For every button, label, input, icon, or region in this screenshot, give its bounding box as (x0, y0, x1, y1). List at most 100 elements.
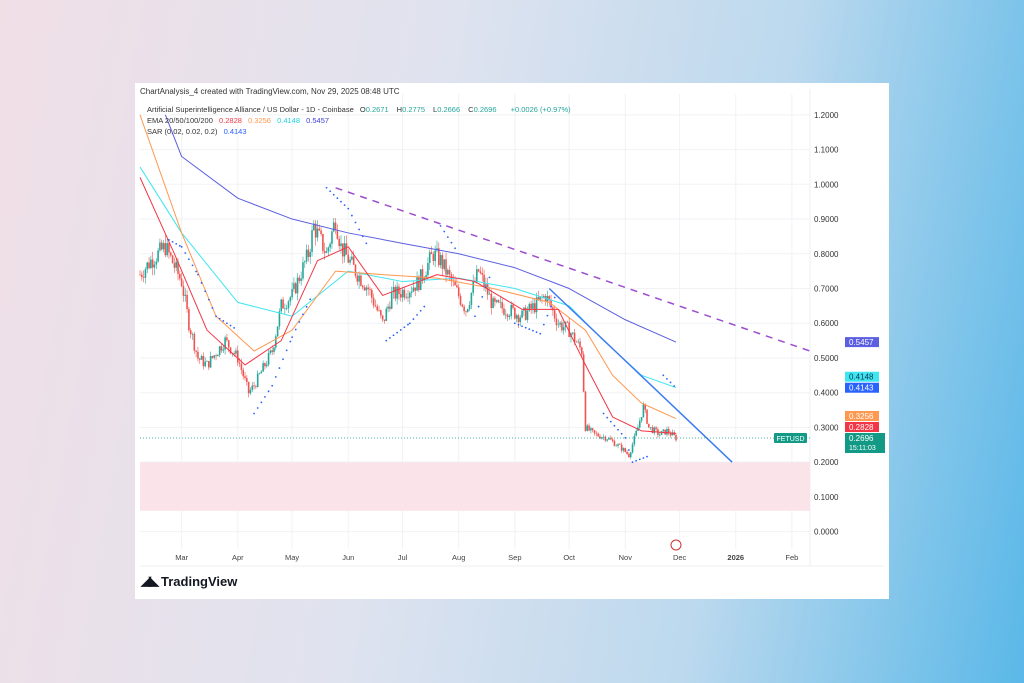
candle (146, 262, 149, 270)
chart-header: ChartAnalysis_4 created with TradingView… (140, 87, 400, 96)
candle (217, 354, 219, 357)
candle (177, 261, 179, 274)
sar-dot (669, 381, 672, 384)
y-tick-label: 0.1000 (814, 493, 839, 502)
candle (577, 341, 580, 343)
candle (653, 427, 656, 433)
ohlc-o: O0.2671 (359, 105, 389, 114)
x-tick-label: Aug (452, 553, 465, 562)
sar-dot (624, 436, 627, 439)
candle (242, 370, 245, 377)
sar-dot (358, 228, 361, 231)
candle (273, 347, 275, 353)
candle (651, 427, 654, 433)
candle (646, 409, 648, 424)
sar-dot (620, 432, 623, 435)
candle (342, 243, 344, 257)
x-tick-label: Jun (342, 553, 354, 562)
candle (334, 222, 337, 230)
candle (555, 318, 558, 326)
sar-dot (175, 242, 178, 245)
ticker-label: FETUSD (777, 436, 805, 443)
candle (389, 306, 391, 309)
candle (517, 315, 520, 323)
candle (488, 293, 491, 295)
ema-legend[interactable]: EMA 20/50/100/200 0.2828 0.3256 0.4148 0… (147, 116, 333, 125)
candle (345, 243, 348, 255)
candle (476, 269, 478, 283)
candle (537, 297, 540, 300)
sar-dot (195, 270, 198, 273)
candle (532, 303, 534, 309)
candle (390, 292, 393, 309)
candle (227, 340, 230, 348)
candle (425, 275, 427, 279)
candle (622, 448, 625, 451)
sar-dot (423, 305, 426, 308)
sar-dot (187, 258, 190, 261)
candle (336, 229, 339, 239)
candle (251, 385, 254, 390)
sar-dot (171, 240, 174, 243)
candle (423, 278, 426, 280)
sar-dot (606, 416, 609, 419)
sar-dot (180, 245, 183, 248)
candle (454, 280, 456, 286)
candle (224, 337, 226, 350)
candle (367, 287, 369, 290)
candle (586, 425, 589, 431)
bar-countdown: 15:11:03 (849, 445, 876, 452)
candle (347, 254, 350, 263)
y-tick-label: 0.9000 (814, 215, 839, 224)
sar-dot (513, 322, 516, 325)
candle (171, 255, 174, 264)
candle (472, 281, 474, 293)
candle (244, 376, 246, 379)
y-tick-label: 0.2000 (814, 458, 839, 467)
candle (260, 371, 263, 374)
x-tick-label: Feb (785, 553, 798, 562)
candle (151, 259, 154, 268)
sar-legend[interactable]: SAR (0.02, 0.02, 0.2) 0.4143 (147, 127, 251, 136)
sar-dot (396, 331, 399, 334)
candle (193, 333, 196, 351)
y-tick-label: 0.0000 (814, 528, 839, 537)
candle (604, 436, 607, 441)
candle (229, 347, 232, 354)
candle (481, 273, 484, 275)
price-badge (845, 410, 879, 421)
candle (233, 353, 235, 354)
sar-label: SAR (0.02, 0.02, 0.2) (147, 127, 218, 136)
candle (506, 314, 509, 318)
candle (222, 349, 225, 351)
sar-dot (184, 252, 187, 254)
candle (437, 248, 440, 266)
candle (470, 292, 473, 306)
sar-dot (385, 339, 388, 342)
candle (515, 315, 518, 319)
candle (343, 243, 346, 257)
candle (445, 259, 447, 275)
candle (202, 356, 205, 367)
y-tick-label: 0.8000 (814, 250, 839, 259)
candle (494, 298, 496, 302)
change-value: +0.0026 (+0.97%) (510, 105, 571, 114)
candle (305, 249, 308, 262)
sar-dot (477, 305, 480, 308)
price-chart[interactable]: 0.0000 0.1000 0.2000 0.3000 0.4000 0.5000 0.60… (135, 83, 889, 599)
sar-dot (539, 332, 542, 335)
candle (340, 243, 342, 247)
candle (575, 341, 578, 343)
candle (666, 429, 668, 435)
candle (349, 259, 351, 263)
candle (675, 434, 677, 441)
price-badge-label: 0.4143 (849, 384, 874, 393)
candle (434, 250, 436, 261)
candle (175, 261, 178, 268)
sar-dot (617, 428, 619, 431)
candles (139, 217, 677, 460)
candle (361, 285, 364, 288)
candle (427, 262, 429, 276)
sar-dot (416, 314, 418, 316)
candle (552, 307, 554, 311)
